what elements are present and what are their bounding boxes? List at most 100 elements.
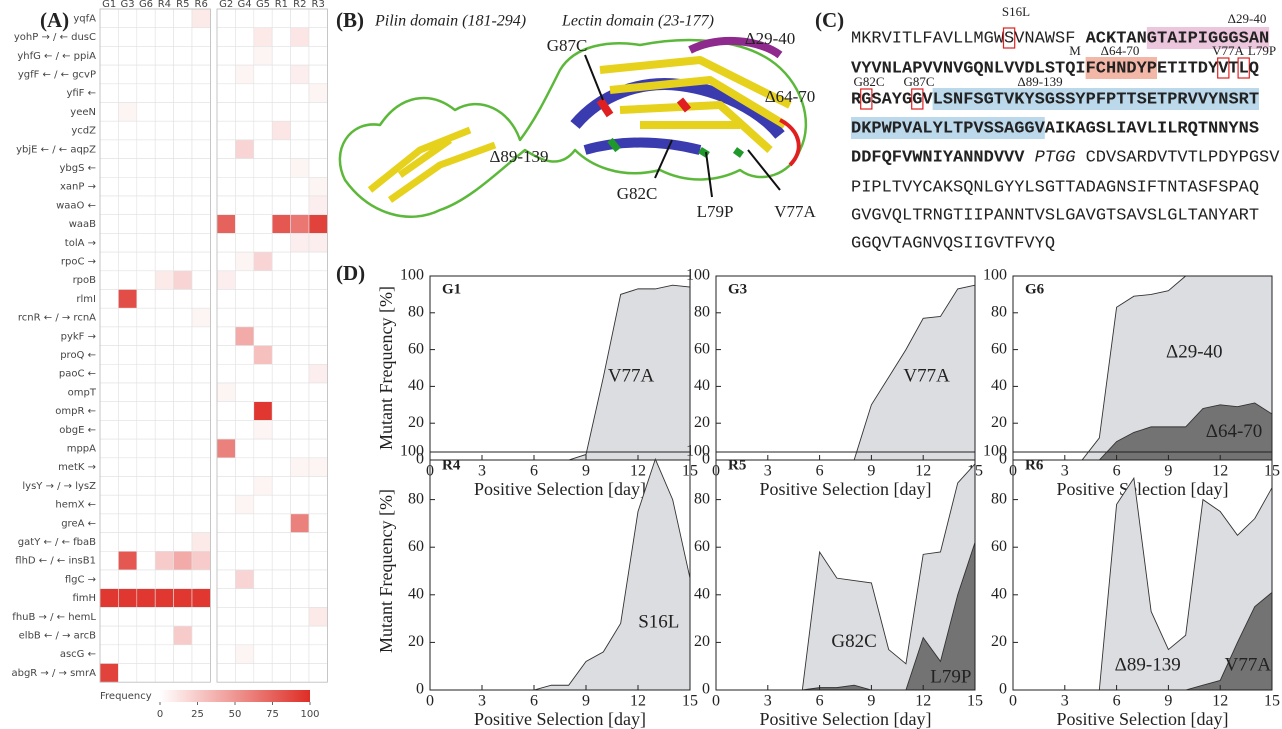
y-tick-label: 40 xyxy=(408,585,424,602)
heatmap-cell xyxy=(290,607,310,627)
heatmap-cell xyxy=(173,64,193,85)
heatmap-cell xyxy=(191,476,211,496)
heatmap-cell xyxy=(191,438,211,459)
structure-label: L79P xyxy=(697,202,734,221)
heatmap-cell xyxy=(253,27,273,47)
x-tick-label: 12 xyxy=(915,463,931,480)
heatmap-cell xyxy=(216,195,236,216)
y-tick-label: 60 xyxy=(694,538,710,555)
heatmap-cell xyxy=(271,532,291,552)
heatmap-cell xyxy=(271,644,291,664)
heatmap-cell xyxy=(154,139,174,159)
heatmap-cell xyxy=(99,607,119,627)
sequence-segment: GTAIPIGGGSAN xyxy=(1147,29,1269,48)
heatmap-cell xyxy=(290,401,310,421)
sequence-annotation: G87C xyxy=(903,74,934,89)
colorbar-tick-label: 75 xyxy=(266,709,279,720)
heatmap-cell xyxy=(271,569,291,590)
heatmap-cell xyxy=(99,494,119,515)
row-label: yohP → / ← dusC xyxy=(14,32,96,43)
heatmap-cell xyxy=(173,663,193,683)
heatmap-cell xyxy=(216,326,236,346)
heatmap-cell xyxy=(173,532,193,552)
heatmap-cell xyxy=(290,27,310,47)
column-label: R2 xyxy=(293,0,306,10)
heatmap-cell xyxy=(308,345,328,365)
heatmap-cell xyxy=(216,607,236,627)
heatmap-cell xyxy=(173,420,193,440)
heatmap-cell xyxy=(271,158,291,178)
heatmap-cell xyxy=(191,326,211,346)
heatmap-cell xyxy=(216,214,236,234)
y-tick-label: 60 xyxy=(991,538,1007,555)
heatmap-cell xyxy=(154,27,174,47)
panel-label: (B) xyxy=(336,8,364,32)
heatmap-cell xyxy=(99,363,119,384)
residue-box xyxy=(911,88,924,110)
heatmap-cell xyxy=(136,625,156,646)
heatmap-cell xyxy=(173,326,193,346)
highlight xyxy=(932,88,1259,110)
heatmap-cell xyxy=(253,233,273,253)
x-tick-label: 9 xyxy=(582,463,590,480)
heatmap-cell xyxy=(308,120,328,141)
heatmap-cell xyxy=(99,139,119,159)
sequence-segment: LSNFSGTVKYSGSSYPFPTTSETPRVVYNSRT xyxy=(933,90,1259,109)
heatmap-cell xyxy=(154,83,174,103)
sequence-segment: R xyxy=(851,90,862,109)
row-label: yeeN xyxy=(70,107,96,118)
heatmap-cell xyxy=(154,420,174,440)
x-tick-label: 0 xyxy=(712,693,720,710)
heatmap-cell xyxy=(191,644,211,664)
y-tick-label: 80 xyxy=(991,490,1007,507)
heatmap-cell xyxy=(235,251,255,272)
sequence-segment: V xyxy=(922,90,933,109)
heatmap-cell xyxy=(308,513,328,533)
sequence-segment: ETITDY xyxy=(1157,59,1219,78)
plot-frame xyxy=(429,275,691,461)
y-tick-label: 40 xyxy=(694,585,710,602)
heatmap-cell xyxy=(271,270,291,290)
heatmap-cell xyxy=(99,46,119,66)
heatmap-cell xyxy=(173,457,193,477)
plot-frame xyxy=(715,451,976,691)
heatmap-cell xyxy=(136,569,156,590)
panel-label: (A) xyxy=(40,8,69,32)
heatmap-cell xyxy=(308,625,328,646)
heatmap-cell xyxy=(253,513,273,533)
heatmap-cell xyxy=(118,8,138,29)
heatmap-cell xyxy=(173,177,193,197)
heatmap-cell xyxy=(253,663,273,683)
heatmap-cell xyxy=(191,307,211,328)
heatmap-cell xyxy=(191,233,211,253)
heatmap-cell xyxy=(154,550,174,571)
heatmap-cell xyxy=(118,363,138,384)
heatmap-cell xyxy=(154,158,174,178)
heatmap-cell xyxy=(191,345,211,365)
structure-label: G87C xyxy=(547,36,588,55)
heatmap-cell xyxy=(290,382,310,403)
heatmap-cell xyxy=(216,102,236,122)
heatmap-cell xyxy=(271,27,291,47)
heatmap-cell xyxy=(173,307,193,328)
heatmap-cell xyxy=(136,289,156,309)
heatmap-cell xyxy=(154,476,174,496)
x-tick-label: 15 xyxy=(682,693,698,710)
heatmap-cell xyxy=(271,64,291,85)
heatmap-cell xyxy=(235,158,255,178)
heatmap-cell xyxy=(235,569,255,590)
row-label: gatY ← / ← fbaB xyxy=(18,537,96,548)
heatmap-cell xyxy=(271,382,291,403)
heatmap-cell xyxy=(235,644,255,664)
heatmap-cell xyxy=(191,513,211,533)
heatmap-cell xyxy=(173,363,193,384)
y-tick-label: 80 xyxy=(991,303,1007,320)
heatmap-cell xyxy=(118,251,138,272)
heatmap-cell xyxy=(235,27,255,47)
heatmap-border xyxy=(216,8,328,683)
heatmap-cell xyxy=(308,233,328,253)
heatmap-cell xyxy=(136,8,156,29)
